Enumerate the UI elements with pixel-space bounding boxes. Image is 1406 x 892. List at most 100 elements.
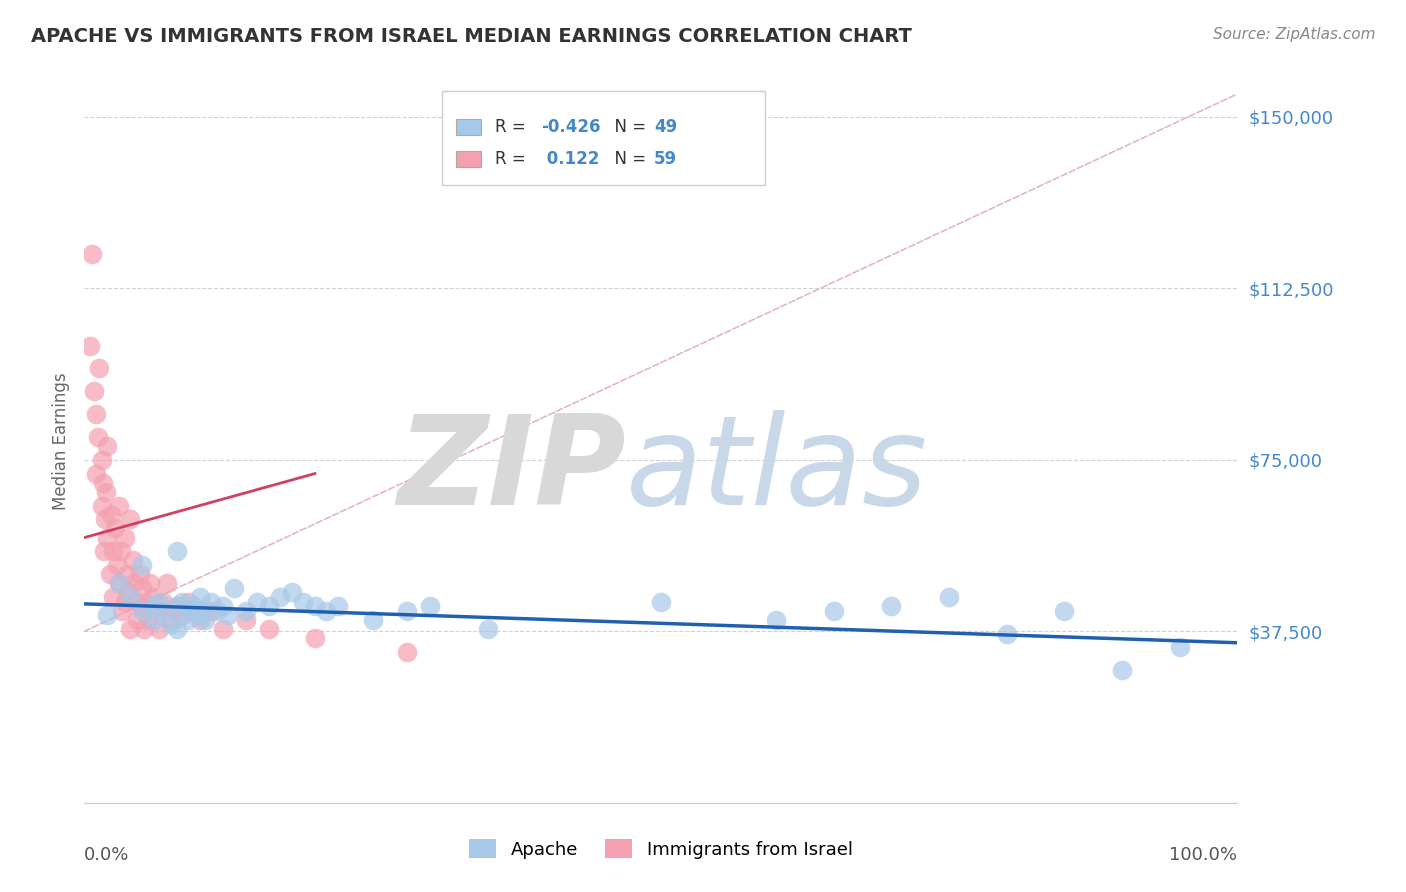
Point (96, 439, 118, 453)
Point (90, 453, 112, 467)
Point (177, 599, 200, 614)
Point (121, 553, 143, 567)
Point (115, 567, 138, 582)
Point (83, 384, 105, 399)
Point (110, 544, 132, 558)
Point (172, 594, 194, 608)
Point (131, 604, 153, 618)
Point (304, 631, 326, 645)
Point (160, 613, 183, 627)
Legend: Apache, Immigrants from Israel: Apache, Immigrants from Israel (461, 832, 860, 866)
Point (650, 594, 672, 608)
Point (292, 594, 315, 608)
Point (120, 512, 142, 526)
Text: 0.0%: 0.0% (84, 847, 129, 864)
Point (166, 599, 188, 614)
Point (257, 622, 280, 636)
Point (122, 576, 145, 591)
Point (396, 604, 419, 618)
Point (281, 585, 304, 599)
Y-axis label: Median Earnings: Median Earnings (52, 373, 70, 510)
Point (257, 599, 280, 614)
Point (172, 608, 194, 623)
Point (96, 608, 118, 623)
Point (134, 622, 156, 636)
Point (148, 594, 170, 608)
FancyBboxPatch shape (441, 91, 765, 185)
Point (142, 613, 165, 627)
Point (188, 608, 211, 623)
Point (82, 247, 104, 261)
Point (120, 590, 142, 604)
Point (114, 531, 136, 545)
Bar (456, 119, 481, 135)
Point (235, 613, 257, 627)
Point (105, 558, 128, 572)
Point (108, 576, 131, 591)
Text: R =: R = (495, 118, 531, 136)
Point (177, 613, 200, 627)
Point (139, 576, 162, 591)
Point (84, 407, 107, 421)
Point (125, 594, 148, 608)
Point (269, 590, 291, 604)
Point (235, 604, 257, 618)
Point (98, 567, 121, 582)
Point (326, 599, 349, 614)
Point (145, 604, 167, 618)
Point (131, 558, 153, 572)
Point (153, 604, 176, 618)
Point (396, 645, 419, 659)
Point (177, 594, 200, 608)
Point (148, 622, 170, 636)
Point (166, 622, 188, 636)
Text: APACHE VS IMMIGRANTS FROM ISRAEL MEDIAN EARNINGS CORRELATION CHART: APACHE VS IMMIGRANTS FROM ISRAEL MEDIAN … (31, 27, 912, 45)
Point (218, 608, 240, 623)
Text: atlas: atlas (626, 410, 928, 531)
Point (94, 512, 117, 526)
Bar (456, 151, 481, 167)
Point (188, 604, 211, 618)
Point (200, 594, 222, 608)
Point (152, 594, 174, 608)
Point (246, 594, 269, 608)
Point (128, 567, 150, 582)
Point (419, 599, 441, 614)
Point (765, 613, 787, 627)
Point (117, 585, 139, 599)
Point (89, 361, 111, 376)
Text: 59: 59 (654, 150, 678, 168)
Text: 100.0%: 100.0% (1170, 847, 1237, 864)
Point (1053, 604, 1076, 618)
Text: ZIP: ZIP (398, 410, 626, 531)
Point (120, 622, 142, 636)
Point (1111, 663, 1133, 677)
Point (177, 604, 200, 618)
Point (211, 599, 233, 614)
Point (880, 599, 903, 614)
Text: R =: R = (495, 150, 531, 168)
Point (211, 622, 233, 636)
Point (84, 467, 107, 481)
Point (361, 613, 384, 627)
Point (127, 613, 149, 627)
Text: 0.122: 0.122 (541, 150, 599, 168)
Point (108, 499, 131, 513)
Point (188, 613, 211, 627)
Text: 49: 49 (654, 118, 678, 136)
Point (103, 590, 124, 604)
Point (205, 604, 228, 618)
Point (134, 594, 156, 608)
Point (87, 430, 110, 444)
Point (142, 599, 165, 614)
Point (823, 604, 845, 618)
Point (183, 599, 205, 614)
Point (160, 617, 183, 632)
Point (104, 521, 127, 535)
Point (166, 544, 188, 558)
Point (315, 604, 337, 618)
Point (166, 599, 188, 614)
Point (93, 544, 115, 558)
Point (304, 599, 326, 614)
Point (96, 484, 118, 499)
